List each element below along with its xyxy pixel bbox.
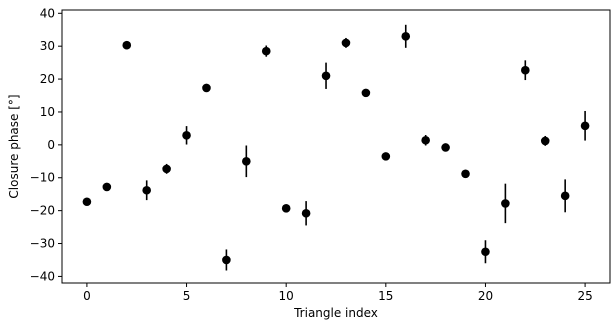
y-tick-label: 30 xyxy=(40,39,55,53)
data-point-14 xyxy=(361,88,371,98)
data-point-7 xyxy=(222,255,231,265)
data-point-0 xyxy=(82,197,92,207)
x-axis-label: Triangle index xyxy=(293,306,378,320)
data-point-12 xyxy=(321,71,331,81)
y-tick-label: −10 xyxy=(30,171,55,185)
y-axis-label: Closure phase [°] xyxy=(7,94,21,198)
data-point-4 xyxy=(162,164,171,174)
data-point-5 xyxy=(182,131,191,140)
x-tick-label: 15 xyxy=(378,289,393,303)
y-tick-label: 0 xyxy=(47,138,55,152)
data-point-8 xyxy=(242,157,251,166)
x-tick-label: 25 xyxy=(577,289,592,303)
data-point-1 xyxy=(102,182,112,192)
data-point-18 xyxy=(441,143,450,152)
data-point-25 xyxy=(580,121,590,131)
data-point-11 xyxy=(301,208,311,218)
y-tick-label: 20 xyxy=(40,72,55,86)
y-tick-label: 10 xyxy=(40,105,55,119)
data-point-9 xyxy=(261,46,271,56)
data-point-22 xyxy=(521,65,530,75)
data-point-19 xyxy=(461,169,470,179)
y-tick-label: −40 xyxy=(30,269,55,283)
data-point-3 xyxy=(142,185,151,195)
data-point-17 xyxy=(421,135,430,145)
data-point-13 xyxy=(341,38,351,48)
data-point-21 xyxy=(501,199,510,208)
y-axis-ticks: −40 −30 −20 −10 0 10 20 30 40 xyxy=(30,6,62,283)
data-point-2 xyxy=(122,40,132,50)
y-tick-label: −30 xyxy=(30,237,55,251)
data-point-6 xyxy=(202,83,211,93)
data-point-23 xyxy=(540,136,550,146)
data-point-24 xyxy=(560,191,570,201)
data-point-15 xyxy=(381,152,391,161)
x-axis-ticks: 0 5 10 15 20 25 xyxy=(83,283,593,303)
x-tick-label: 5 xyxy=(183,289,191,303)
data-point-20 xyxy=(481,247,490,257)
y-tick-label: 40 xyxy=(40,6,55,20)
y-tick-label: −20 xyxy=(30,204,55,218)
plot-frame xyxy=(61,9,611,284)
data-point-10 xyxy=(281,204,291,213)
data-marks xyxy=(82,24,590,271)
x-tick-label: 0 xyxy=(83,289,91,303)
x-tick-label: 10 xyxy=(279,289,294,303)
x-tick-label: 20 xyxy=(478,289,493,303)
data-point-16 xyxy=(401,32,411,41)
